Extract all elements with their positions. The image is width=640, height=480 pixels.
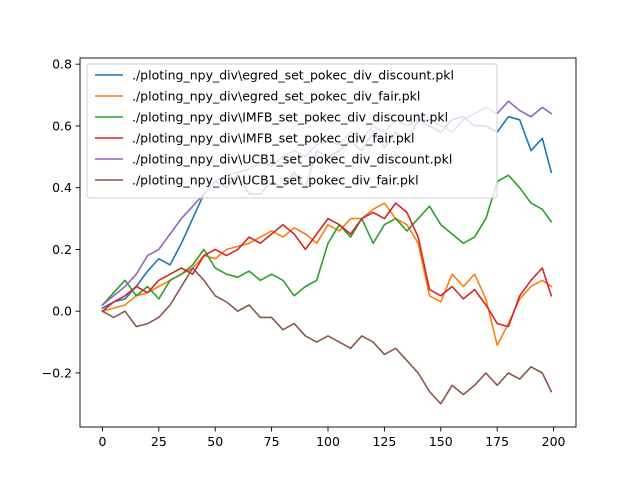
legend-label-1: ./ploting_npy_div\egred_set_pokec_div_fa… (132, 89, 420, 104)
legend-label-5: ./ploting_npy_div\UCB1_set_pokec_div_fai… (132, 173, 419, 188)
y-tick-label: −0.2 (42, 365, 72, 380)
x-tick-label: 50 (207, 434, 223, 449)
x-tick-label: 75 (264, 434, 280, 449)
x-tick-label: 125 (372, 434, 396, 449)
legend-box (86, 63, 498, 199)
x-tick-label: 150 (429, 434, 453, 449)
y-tick-label: 0.6 (52, 118, 72, 133)
legend-label-0: ./ploting_npy_div\egred_set_pokec_div_di… (132, 68, 454, 83)
x-tick-label: 0 (98, 434, 106, 449)
series-line-5 (101, 267, 553, 405)
y-tick-label: 0.4 (52, 180, 72, 195)
legend-label-3: ./ploting_npy_div\IMFB_set_pokec_div_fai… (132, 131, 414, 146)
series-line-2 (101, 174, 553, 307)
y-tick-label: 0.0 (52, 304, 72, 319)
axes: 0 25 50 75 100 125 150 175 200 −0.2 0.0 0.2 0.4 0.6 0.… (42, 57, 577, 449)
x-tick-label: 175 (485, 434, 509, 449)
x-tick-label: 100 (316, 434, 340, 449)
x-tick-label: 200 (542, 434, 566, 449)
legend-label-4: ./ploting_npy_div\UCB1_set_pokec_div_dis… (132, 152, 452, 167)
y-tick-label: 0.2 (52, 242, 72, 257)
series-line-3 (101, 202, 553, 328)
x-tick-label: 25 (151, 434, 167, 449)
legend: ./ploting_npy_div\egred_set_pokec_div_di… (86, 63, 498, 199)
y-tick-label: 0.8 (52, 57, 72, 72)
legend-label-2: ./ploting_npy_div\IMFB_set_pokec_div_dis… (132, 110, 448, 125)
